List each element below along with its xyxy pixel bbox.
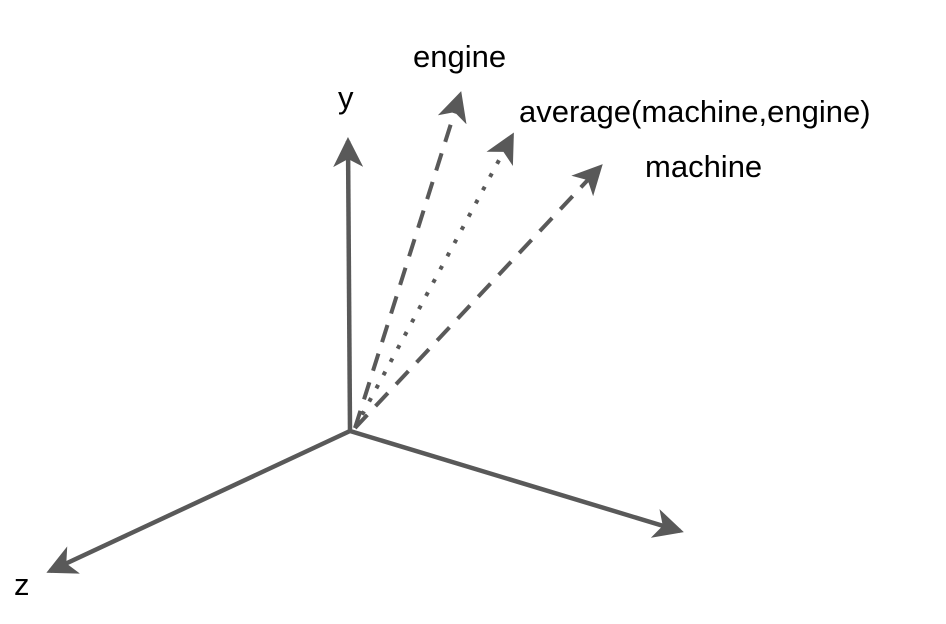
x-axis-line: [349, 428, 684, 538]
y-axis-label: y: [338, 80, 354, 115]
average-vector: [353, 132, 514, 429]
machine-vector: [353, 164, 603, 430]
average-label: average(machine,engine): [519, 94, 871, 129]
z-axis-line: [46, 428, 351, 574]
machine-label: machine: [645, 149, 763, 184]
engine-label: engine: [413, 39, 507, 74]
z-axis-label: z: [14, 567, 30, 602]
engine-vector: [353, 91, 467, 429]
y-axis-line: [333, 137, 364, 432]
